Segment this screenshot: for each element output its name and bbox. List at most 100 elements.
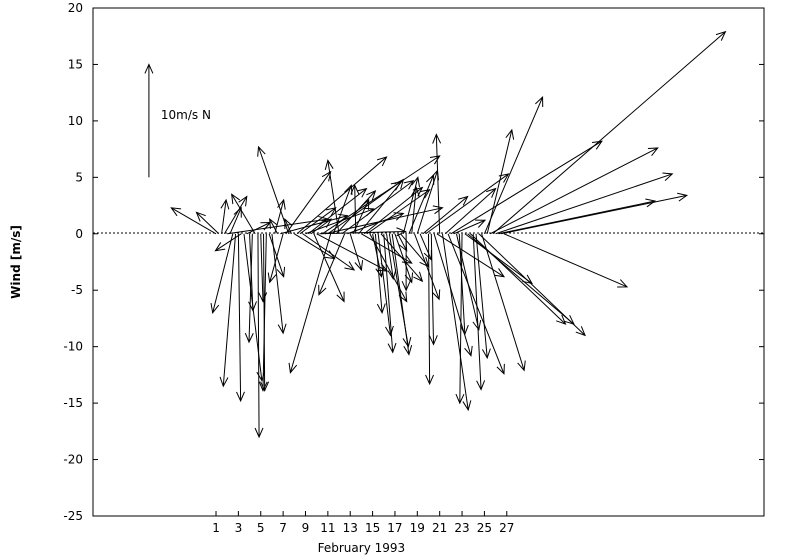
- wind-vector-arrow: [441, 233, 472, 412]
- wind-vector-arrow: [498, 198, 657, 235]
- wind-vector-arrow: [258, 233, 268, 303]
- wind-vector-arrow: [391, 233, 413, 356]
- wind-vector-arrow: [394, 233, 414, 284]
- y-axis: -25 -20 -15 -10 -5 0 5 10 15 20: [63, 1, 764, 523]
- y-tick-label: -15: [63, 396, 83, 410]
- wind-vector-arrow: [447, 233, 505, 375]
- wind-vector-arrow: [416, 169, 440, 234]
- wind-vector-arrow: [310, 218, 333, 235]
- wind-vector-arrow: [195, 211, 220, 235]
- wind-vector-arrow: [444, 187, 497, 235]
- x-tick-label: 3: [235, 521, 243, 535]
- wind-vector-arrow: [285, 170, 332, 235]
- x-tick-label: 1: [212, 521, 220, 535]
- wind-vector-arrow: [231, 193, 256, 235]
- scale-arrow: 10m/s N: [144, 63, 211, 178]
- wind-vector-arrow: [269, 218, 278, 235]
- wind-vector-arrow: [489, 147, 659, 235]
- wind-vector-arrow: [229, 206, 242, 234]
- wind-vector-arrow: [299, 207, 337, 235]
- wind-vector-arrow: [327, 181, 402, 235]
- wind-vector-arrow: [386, 233, 397, 281]
- y-axis-label: Wind [m/s]: [9, 225, 23, 299]
- wind-vector-arrow: [220, 198, 230, 234]
- wind-vector-arrow: [244, 233, 254, 344]
- x-tick-label: 9: [302, 521, 310, 535]
- wind-vector-arrow: [475, 233, 491, 360]
- x-tick-label: 11: [320, 521, 335, 535]
- wind-vector-arrow: [472, 233, 486, 391]
- wind-vector-arrow: [470, 233, 567, 325]
- wind-vector-arrow: [402, 176, 420, 234]
- wind-vector-arrow: [486, 128, 515, 234]
- x-tick-label: 25: [477, 521, 492, 535]
- wind-vector-arrow: [374, 233, 386, 315]
- wind-vector-arrow: [267, 233, 284, 284]
- wind-vectors: [170, 30, 727, 439]
- wind-vector-arrow: [246, 221, 272, 235]
- x-tick-label: 17: [387, 521, 402, 535]
- wind-vector-arrow: [467, 233, 575, 325]
- plot-frame: [92, 7, 765, 517]
- wind-vector-arrow: [366, 189, 431, 235]
- x-tick-label: 21: [432, 521, 447, 535]
- x-tick-label: 19: [410, 521, 425, 535]
- wind-vector-arrow: [313, 233, 345, 303]
- wind-vector-arrow: [318, 233, 346, 296]
- wind-vector-arrow: [450, 140, 603, 235]
- wind-vector-arrow: [307, 187, 368, 235]
- wind-vector-arrow: [422, 195, 469, 235]
- wind-vector-arrow: [260, 233, 270, 392]
- wind-vector-arrow: [483, 96, 544, 234]
- wind-vector-arrow: [296, 156, 388, 235]
- wind-vector-arrow: [501, 192, 689, 235]
- y-tick-label: -20: [63, 453, 83, 467]
- wind-vector-arrow: [492, 30, 727, 235]
- wind-vector-arrow: [284, 217, 293, 234]
- y-tick-label: 5: [75, 170, 83, 184]
- y-tick-label: 10: [68, 114, 83, 128]
- wind-vector-arrow: [455, 233, 465, 405]
- wind-vector-arrow: [358, 178, 405, 235]
- wind-vector-arrow: [425, 233, 435, 386]
- wind-vector-arrow: [302, 233, 356, 271]
- y-tick-label: -5: [71, 283, 83, 297]
- wind-vector-arrow: [453, 219, 487, 235]
- wind-vector-arrow: [414, 233, 441, 301]
- wind-vector-arrow: [377, 233, 394, 337]
- wind-vector-arrow: [223, 195, 248, 235]
- wind-vector-arrow: [432, 133, 442, 234]
- wind-vector-arrow: [219, 233, 237, 388]
- x-tick-label: 15: [365, 521, 380, 535]
- x-tick-label: 5: [257, 521, 265, 535]
- wind-vector-arrow: [464, 233, 533, 285]
- wind-vector-arrow: [294, 233, 336, 260]
- wind-vector-arrow: [341, 179, 415, 235]
- wind-vector-arrow: [400, 233, 430, 268]
- wind-vector-arrow: [347, 212, 405, 235]
- wind-vector-arrow: [419, 233, 432, 261]
- wind-vector-arrow: [410, 186, 420, 234]
- y-tick-label: 20: [68, 1, 83, 15]
- y-tick-label: -10: [63, 340, 83, 354]
- wind-vector-arrow: [321, 155, 441, 235]
- x-tick-label: 27: [499, 521, 514, 535]
- y-tick-label: 15: [68, 57, 83, 71]
- wind-vector-arrow: [495, 172, 674, 235]
- wind-vector-arrow: [458, 233, 469, 336]
- wind-vector-arrow: [258, 233, 268, 392]
- wind-vector-arrow: [170, 207, 217, 235]
- scale-arrow-label: 10m/s N: [161, 108, 211, 122]
- wind-vector-arrow: [332, 184, 353, 234]
- wind-vector-arrow: [288, 233, 332, 374]
- wind-vector-arrow: [503, 233, 629, 288]
- wind-vector-arrow: [350, 184, 360, 234]
- x-tick-label: 23: [454, 521, 469, 535]
- wind-vector-arrow: [428, 233, 438, 346]
- wind-vector-arrow: [268, 233, 286, 278]
- wind-vector-arrow: [349, 233, 364, 272]
- wind-vector-arrow: [257, 145, 290, 234]
- y-tick-label: -25: [63, 509, 83, 523]
